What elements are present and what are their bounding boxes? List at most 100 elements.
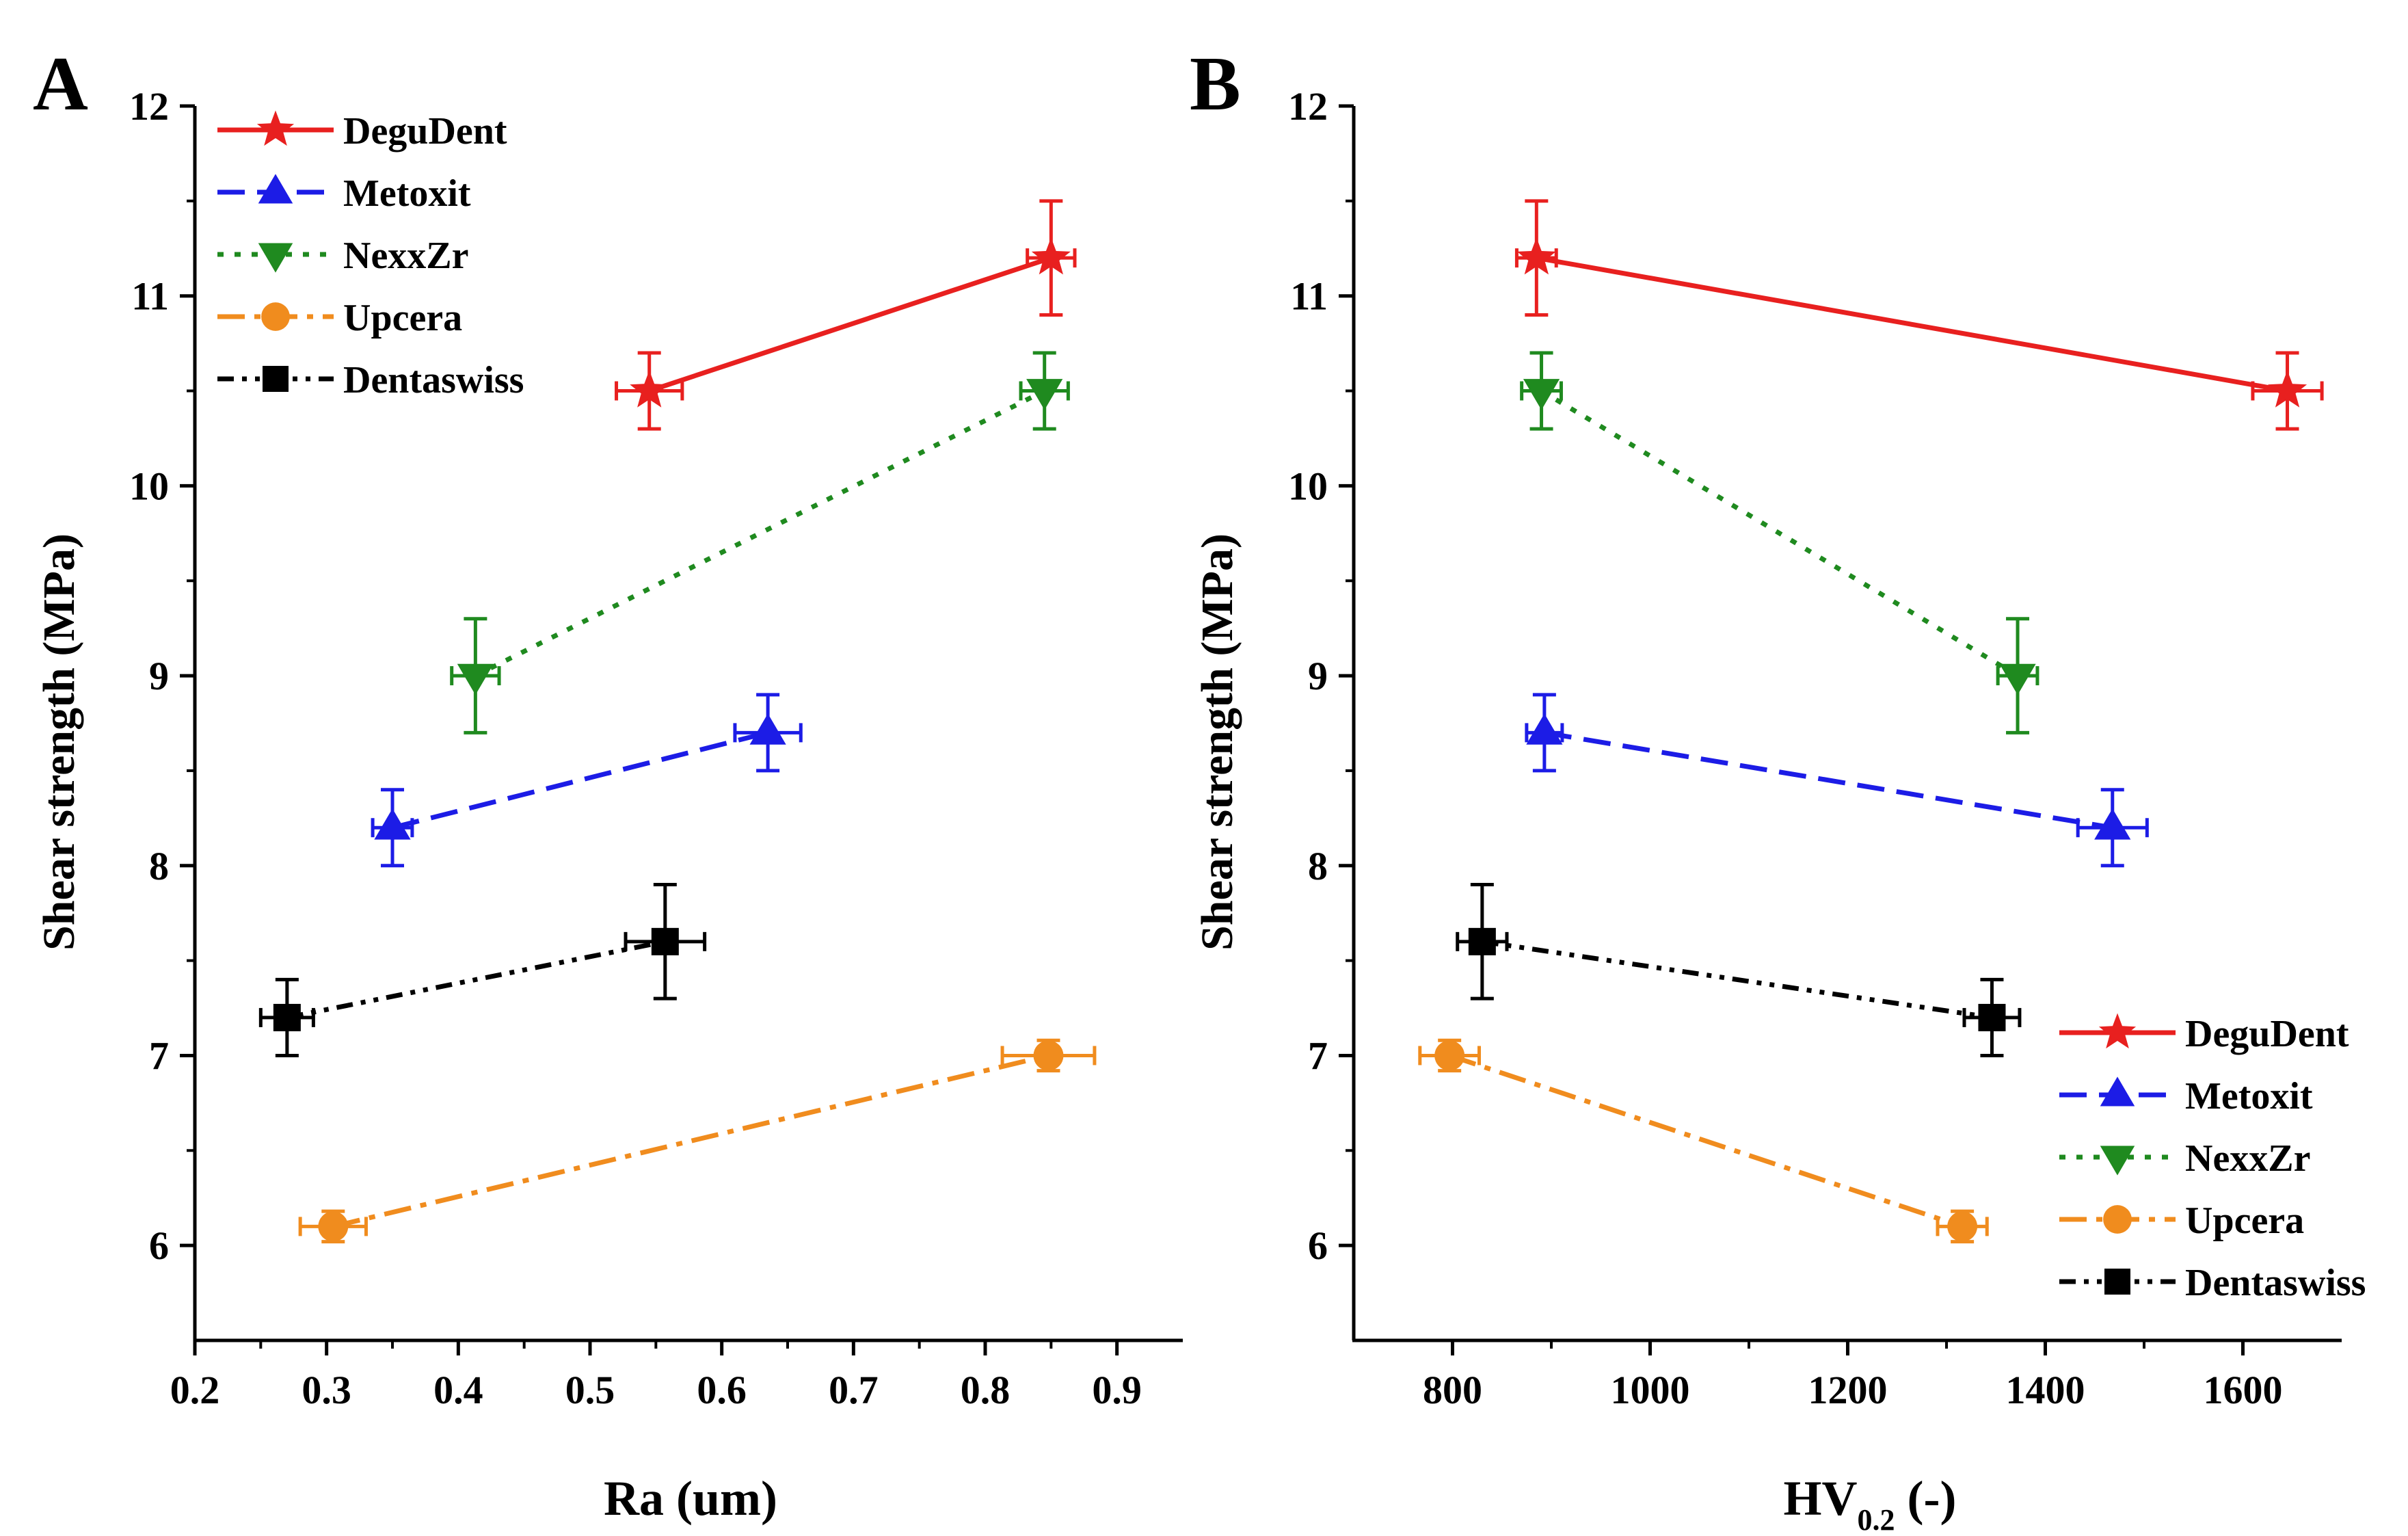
legend-marker-metoxit-a	[258, 174, 293, 204]
legend-marker-dentaswiss-a	[263, 366, 289, 392]
y-tick-label-a: 9	[149, 654, 169, 698]
x-axis-label-b-subscript: 0.2	[1858, 1503, 1895, 1536]
x-axis-label-b-main: HV	[1784, 1471, 1858, 1526]
x-tick-label-a: 0.3	[302, 1368, 351, 1412]
y-tick-label-a: 12	[129, 84, 169, 129]
legend-marker-upcera-a	[261, 302, 290, 331]
data-point-nexxzr-b	[1523, 379, 1560, 410]
data-point-nexxzr-a	[457, 663, 494, 696]
series-line-dentaswiss-b	[1482, 939, 1992, 1020]
data-point-degudent-a	[630, 370, 669, 408]
data-point-upcera-a	[1033, 1040, 1064, 1071]
data-point-metoxit-b	[1526, 713, 1563, 745]
legend-marker-nexxzr-a	[258, 243, 293, 273]
data-point-degudent-b	[1516, 237, 1556, 275]
data-point-metoxit-a	[749, 713, 786, 745]
data-point-degudent-a	[1031, 237, 1071, 275]
series-nexxzr-a	[450, 351, 1070, 734]
x-tick-label-a: 0.8	[961, 1368, 1011, 1412]
x-tick-label-a: 0.4	[433, 1368, 483, 1412]
legend-label-nexxzr-a: NexxZr	[343, 235, 469, 277]
series-line-metoxit-b	[1544, 730, 2113, 830]
y-tick-label-a: 7	[149, 1033, 169, 1078]
x-tick-label-a: 0.5	[565, 1368, 615, 1412]
panel-label-a: A	[33, 42, 88, 127]
y-axis-label-a: Shear strength (MPa)	[34, 533, 84, 951]
series-line-nexxzr-b	[1540, 388, 2019, 678]
series-dentaswiss-a	[258, 883, 707, 1057]
data-point-metoxit-a	[374, 808, 411, 840]
series-metoxit-a	[371, 693, 803, 868]
data-point-upcera-a	[318, 1211, 349, 1242]
panel-label-b: B	[1190, 42, 1241, 127]
y-axis-label-b: Shear strength (MPa)	[1192, 533, 1242, 951]
data-point-degudent-b	[2268, 370, 2307, 408]
y-tick-label-b: 11	[1290, 274, 1328, 319]
panel-b: B Shear strength (MPa) HV0.2 (-) 6 7 8 9 10 1…	[1190, 42, 2366, 1536]
y-tick-label-b: 7	[1308, 1033, 1328, 1078]
series-line-dentaswiss-a	[286, 939, 666, 1020]
data-point-metoxit-b	[2094, 808, 2131, 840]
x-axis-label-b: HV0.2 (-)	[1784, 1471, 1957, 1536]
series-nexxzr-b	[1520, 351, 2039, 734]
legend-marker-degudent-a	[256, 110, 295, 146]
x-tick-label-b: 1600	[2204, 1368, 2283, 1412]
y-tick-label-b: 9	[1308, 654, 1328, 698]
legend-label-degudent-b: DeguDent	[2185, 1013, 2349, 1055]
legend-label-metoxit-a: Metoxit	[343, 172, 471, 215]
error-bar-metoxit-a	[371, 788, 414, 868]
legend-b: DeguDent Metoxit NexxZr Upcera Dentaswiss	[2059, 1013, 2366, 1304]
series-line-metoxit-a	[392, 730, 768, 830]
data-point-nexxzr-b	[1999, 663, 2036, 696]
legend-marker-metoxit-b	[2100, 1076, 2135, 1107]
panel-a: A Shear strength (MPa) Ra (um) 6 7 8 9 10 11 1…	[33, 42, 1183, 1526]
legend-marker-dentaswiss-b	[2104, 1269, 2130, 1295]
data-point-dentaswiss-a	[273, 1003, 301, 1031]
data-point-upcera-b	[1434, 1040, 1465, 1071]
data-point-nexxzr-a	[1026, 379, 1063, 410]
x-tick-label-a: 0.7	[829, 1368, 879, 1412]
x-tick-label-a: 0.2	[170, 1368, 220, 1412]
y-tick-label-a: 11	[131, 274, 169, 319]
legend-marker-degudent-b	[2098, 1013, 2137, 1049]
legend-label-dentaswiss-b: Dentaswiss	[2185, 1262, 2366, 1304]
x-tick-label-b: 1400	[2006, 1368, 2085, 1412]
legend-label-metoxit-b: Metoxit	[2185, 1075, 2313, 1117]
series-upcera-b	[1418, 1038, 1989, 1244]
legend-label-upcera-b: Upcera	[2185, 1200, 2304, 1242]
x-tick-label-b: 1200	[1808, 1368, 1888, 1412]
y-tick-label-a: 10	[129, 464, 169, 508]
series-line-upcera-b	[1449, 1053, 1964, 1229]
legend-marker-upcera-b	[2103, 1205, 2132, 1234]
series-line-upcera-a	[332, 1053, 1049, 1229]
y-tick-label-b: 6	[1308, 1223, 1328, 1268]
y-tick-label-a: 8	[149, 844, 169, 888]
series-line-degudent-a	[648, 255, 1052, 393]
series-line-degudent-b	[1536, 255, 2288, 393]
x-tick-label-b: 1000	[1611, 1368, 1690, 1412]
x-tick-label-a: 0.9	[1092, 1368, 1142, 1412]
legend-marker-nexxzr-b	[2100, 1146, 2135, 1176]
y-tick-label-b: 10	[1288, 464, 1328, 508]
x-tick-label-a: 0.6	[697, 1368, 747, 1412]
data-point-dentaswiss-b	[1978, 1003, 2006, 1031]
series-dentaswiss-b	[1456, 883, 2022, 1057]
y-tick-label-b: 12	[1288, 84, 1328, 129]
series-degudent-b	[1514, 199, 2324, 431]
series-line-nexxzr-a	[474, 388, 1046, 678]
series-upcera-a	[298, 1038, 1097, 1244]
legend-label-degudent-a: DeguDent	[343, 110, 507, 153]
x-axis-label-a: Ra (um)	[604, 1471, 777, 1526]
data-point-dentaswiss-b	[1468, 927, 1496, 955]
y-tick-label-a: 6	[149, 1223, 169, 1268]
legend-label-upcera-a: Upcera	[343, 297, 462, 339]
x-axis-label-b-suffix: (-)	[1895, 1471, 1957, 1526]
x-tick-label-b: 800	[1423, 1368, 1482, 1412]
y-tick-label-b: 8	[1308, 844, 1328, 888]
series-degudent-a	[615, 199, 1077, 431]
data-point-dentaswiss-a	[651, 927, 679, 955]
legend-label-nexxzr-b: NexxZr	[2185, 1137, 2311, 1180]
series-metoxit-b	[1525, 693, 2149, 868]
